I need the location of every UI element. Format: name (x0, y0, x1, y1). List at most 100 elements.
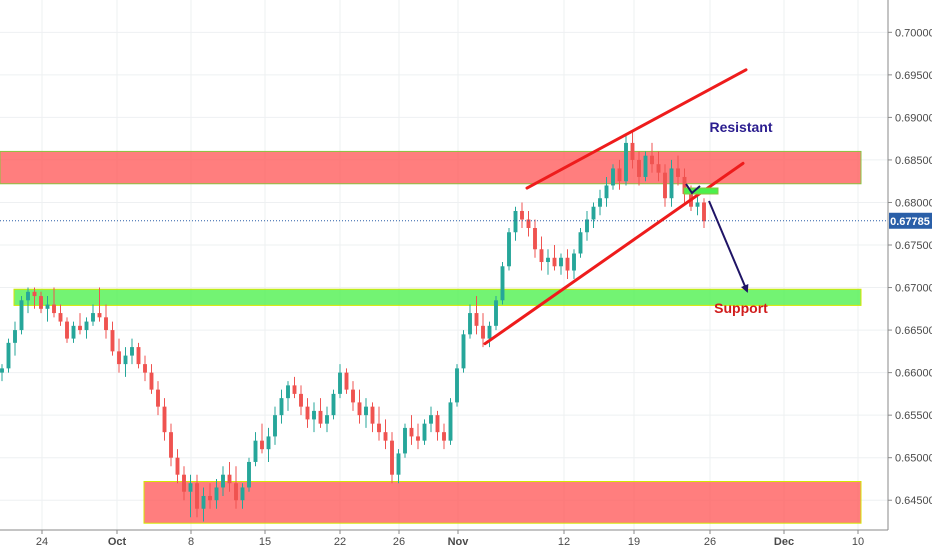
candle-body (669, 168, 674, 199)
candle (6, 338, 11, 373)
candle (175, 449, 180, 484)
candle-body (533, 227, 537, 250)
candle (403, 423, 407, 458)
candle-body (552, 257, 557, 267)
candle-body (156, 389, 160, 407)
candle-body (221, 474, 225, 488)
candle-body (195, 483, 199, 509)
candle (286, 381, 290, 411)
candle (0, 364, 4, 382)
candle (461, 330, 466, 373)
support-label: Support (714, 300, 768, 316)
candle (526, 210, 531, 237)
candle-body (110, 330, 115, 352)
candle-body (169, 432, 173, 458)
candle-body (442, 432, 446, 441)
x-tick-label: Oct (108, 536, 127, 548)
breakout-arrow-icon (685, 183, 701, 195)
candle-body (175, 457, 180, 475)
candle (318, 398, 323, 428)
candle (559, 253, 563, 275)
candle (416, 423, 420, 450)
candle (474, 296, 479, 335)
candle (357, 389, 362, 424)
candle (240, 483, 245, 509)
candle (604, 176, 609, 207)
candle (643, 151, 648, 182)
x-tick-label: 22 (334, 536, 346, 548)
candle-body (377, 423, 381, 433)
x-tick-label: 26 (393, 536, 405, 548)
candle (637, 151, 641, 186)
candle-body (546, 257, 550, 263)
candle-body (656, 164, 661, 173)
candle-body (344, 372, 349, 390)
candle-body (474, 313, 479, 326)
candle-body (91, 313, 95, 322)
candle (390, 432, 394, 484)
y-tick-label: 0.65000 (895, 453, 932, 465)
candle-body (58, 313, 63, 322)
candle (370, 402, 375, 433)
candle (130, 338, 134, 365)
candle (123, 347, 128, 377)
candle-body (188, 483, 193, 492)
x-tick-label: 10 (852, 536, 864, 548)
candle-body (559, 257, 563, 267)
x-tick-label: 15 (259, 536, 271, 548)
candle-body (182, 474, 186, 492)
candle-body (604, 185, 609, 199)
support-zone (13, 288, 862, 306)
candle (468, 304, 472, 339)
candle-body (247, 461, 251, 488)
candle-body (78, 325, 82, 331)
candle-body (273, 415, 277, 437)
candle (331, 389, 336, 420)
candle-body (487, 325, 492, 339)
candle-body (266, 436, 271, 450)
candle (247, 457, 251, 492)
candle (201, 487, 206, 522)
x-tick-label: Dec (774, 536, 794, 548)
candle (32, 287, 37, 309)
candle (97, 287, 102, 322)
candle-body (416, 436, 420, 441)
candle-body (591, 206, 596, 220)
candle-body (325, 415, 329, 424)
candle-body (26, 291, 30, 301)
candle-body (149, 372, 154, 390)
x-tick-label: 26 (704, 536, 716, 548)
candle (364, 398, 368, 428)
candle (539, 236, 544, 271)
candle-body (403, 427, 407, 454)
candle-body (396, 453, 401, 475)
retest-box (683, 187, 719, 195)
candle (455, 364, 459, 407)
candle-body (13, 330, 17, 343)
candle-body (52, 304, 56, 314)
candle (435, 410, 440, 441)
candle-body (468, 313, 472, 335)
candle (279, 389, 284, 424)
y-tick-label: 0.66000 (895, 368, 932, 380)
candle (656, 151, 661, 182)
y-tick-label: 0.68500 (895, 155, 932, 167)
candle (578, 227, 583, 258)
candle (546, 249, 550, 275)
candle (305, 398, 310, 428)
candle-body (162, 406, 167, 433)
candle-body (260, 440, 264, 450)
candle (169, 423, 173, 467)
candle-body (682, 176, 687, 194)
candle (227, 461, 232, 492)
candle (143, 355, 147, 382)
candle-body (702, 202, 706, 222)
candle (91, 304, 95, 326)
grid (0, 0, 888, 530)
candle (78, 313, 82, 335)
candle-body (390, 440, 394, 475)
candle (422, 419, 427, 445)
candle (39, 291, 43, 314)
